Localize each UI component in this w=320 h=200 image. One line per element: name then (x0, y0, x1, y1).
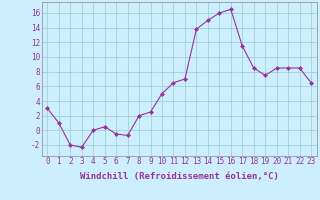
X-axis label: Windchill (Refroidissement éolien,°C): Windchill (Refroidissement éolien,°C) (80, 172, 279, 181)
